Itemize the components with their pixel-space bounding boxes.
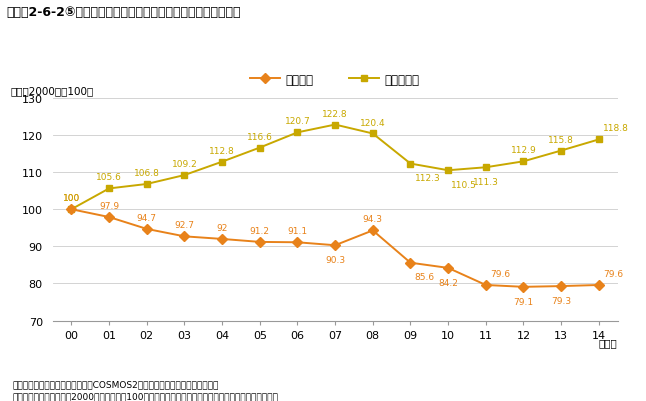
非長寿企業	[143, 182, 151, 187]
長寿企業	[256, 240, 264, 245]
Text: 資料：（株）帝国データバンク「COSMOS2（企業概要ファイル）」再編加工: 資料：（株）帝国データバンク「COSMOS2（企業概要ファイル）」再編加工	[13, 379, 219, 388]
Text: 106.8: 106.8	[134, 168, 160, 178]
非長寿企業	[180, 173, 188, 178]
非長寿企業	[68, 207, 76, 212]
Text: 120.7: 120.7	[284, 117, 310, 126]
長寿企業	[331, 243, 339, 248]
Text: 85.6: 85.6	[415, 273, 435, 282]
Text: 120.4: 120.4	[360, 118, 386, 127]
長寿企業	[369, 229, 377, 233]
非長寿企業	[595, 138, 603, 142]
Line: 長寿企業: 長寿企業	[68, 206, 602, 291]
Text: 115.8: 115.8	[548, 135, 574, 144]
Text: 79.6: 79.6	[603, 269, 623, 278]
Text: 105.6: 105.6	[96, 173, 122, 182]
Text: 110.5: 110.5	[451, 180, 477, 190]
Text: 100: 100	[63, 194, 80, 203]
非長寿企業	[369, 132, 377, 137]
Text: 109.2: 109.2	[172, 160, 197, 169]
Text: （年）: （年）	[599, 338, 618, 348]
長寿企業	[143, 227, 151, 232]
Text: 92.7: 92.7	[174, 221, 194, 230]
非長寿企業	[444, 168, 452, 173]
Text: 90.3: 90.3	[325, 255, 345, 264]
非長寿企業	[293, 131, 301, 136]
Text: 118.8: 118.8	[603, 124, 629, 133]
Text: （％、2000年＝100）: （％、2000年＝100）	[10, 86, 94, 96]
Text: 97.9: 97.9	[99, 202, 119, 211]
Text: 79.1: 79.1	[514, 297, 534, 306]
長寿企業	[68, 207, 76, 212]
非長寿企業	[105, 186, 113, 191]
Text: 92: 92	[216, 223, 228, 233]
長寿企業	[444, 266, 452, 271]
Text: 94.3: 94.3	[363, 215, 383, 224]
Text: 112.9: 112.9	[510, 146, 536, 155]
非長寿企業	[482, 166, 490, 170]
長寿企業	[180, 234, 188, 239]
Text: 94.7: 94.7	[137, 213, 157, 223]
長寿企業	[218, 237, 226, 242]
Text: 91.1: 91.1	[287, 227, 307, 236]
Text: 79.6: 79.6	[490, 269, 510, 278]
長寿企業	[406, 261, 414, 265]
長寿企業	[519, 285, 527, 290]
非長寿企業	[519, 160, 527, 164]
非長寿企業	[218, 160, 226, 165]
Text: 100: 100	[63, 194, 80, 203]
長寿企業	[482, 283, 490, 288]
Text: 112.8: 112.8	[209, 146, 235, 155]
長寿企業	[595, 283, 603, 288]
Text: 79.3: 79.3	[551, 296, 571, 305]
Text: 91.2: 91.2	[250, 227, 270, 235]
非長寿企業	[406, 162, 414, 166]
Line: 非長寿企業: 非長寿企業	[68, 122, 602, 213]
Text: 122.8: 122.8	[322, 109, 348, 118]
長寿企業	[557, 284, 565, 289]
Text: 111.3: 111.3	[473, 178, 499, 186]
Text: （注）　長寿企業とは、2000年時点で創業100年以上経過していた中小企業とし、比較を行っている。: （注） 長寿企業とは、2000年時点で創業100年以上経過していた中小企業とし、…	[13, 391, 279, 400]
非長寿企業	[331, 123, 339, 128]
Text: コラム2-6-2⑤図　長寿企業と非長寿企業における売上高の推移: コラム2-6-2⑤図 長寿企業と非長寿企業における売上高の推移	[6, 6, 241, 19]
非長寿企業	[557, 149, 565, 154]
長寿企業	[293, 240, 301, 245]
非長寿企業	[256, 146, 264, 151]
Text: 116.6: 116.6	[247, 132, 273, 141]
Text: 112.3: 112.3	[415, 174, 441, 183]
長寿企業	[105, 215, 113, 220]
Legend: 長寿企業, 非長寿企業: 長寿企業, 非長寿企業	[245, 69, 424, 91]
Text: 84.2: 84.2	[438, 278, 458, 287]
